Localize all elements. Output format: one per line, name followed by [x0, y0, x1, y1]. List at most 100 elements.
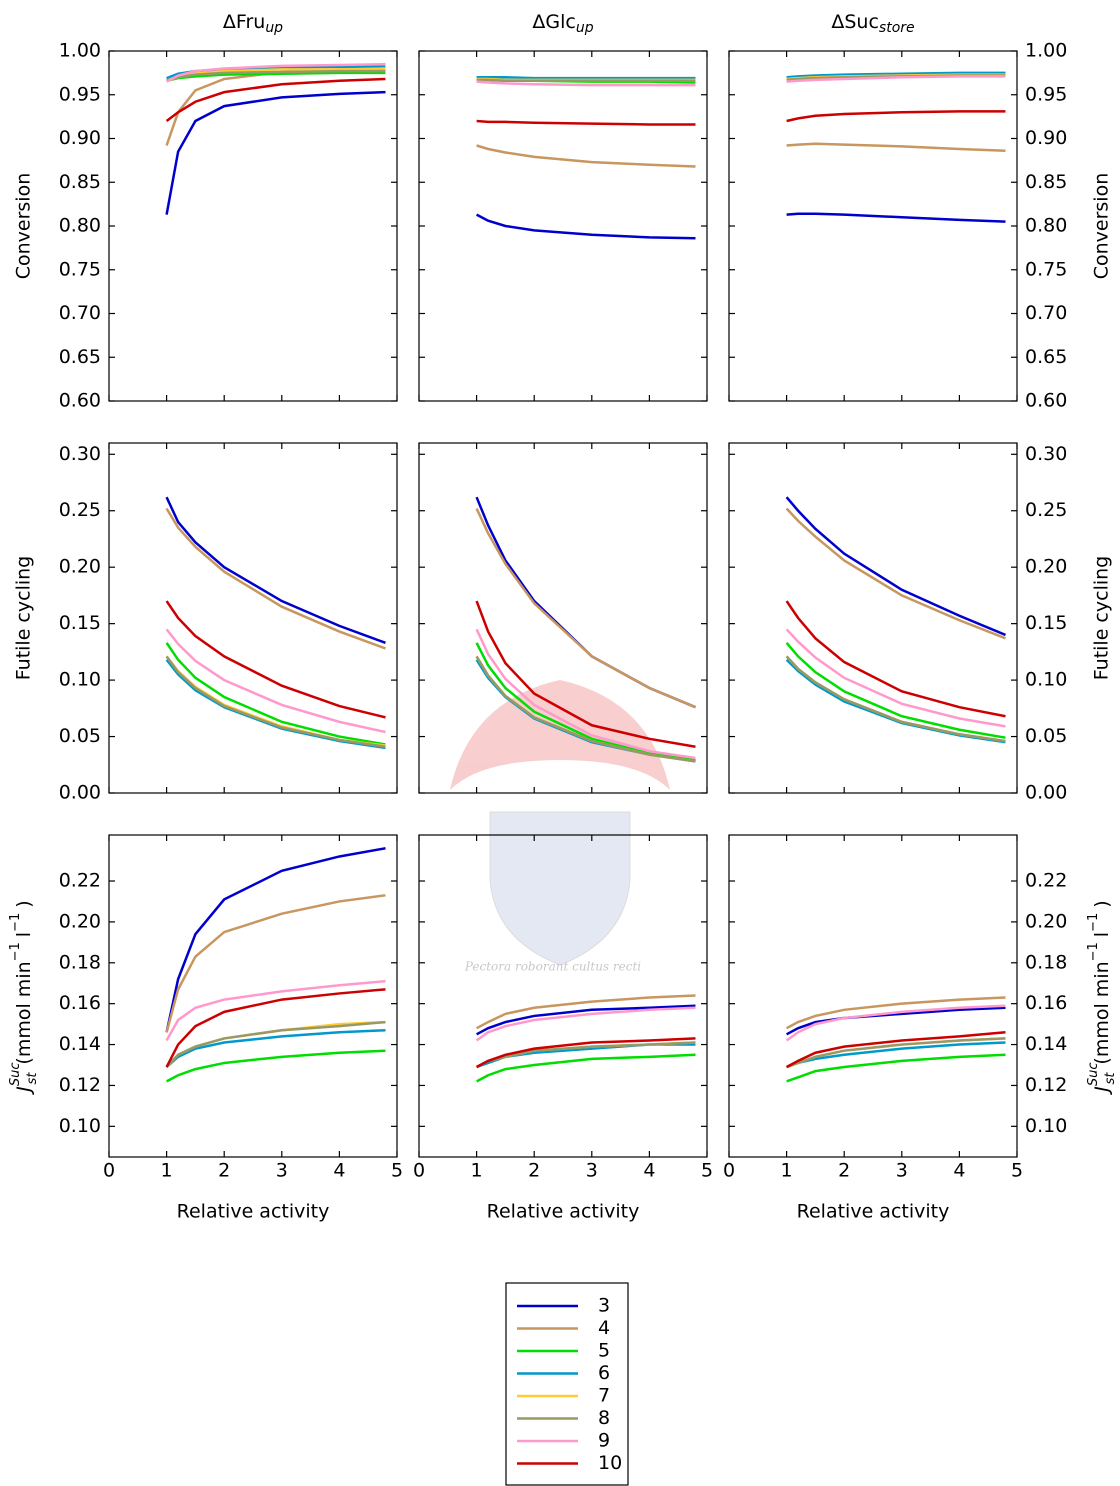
y-tick-label: 0.14 — [1025, 1033, 1067, 1055]
y-tick-label: 0.60 — [59, 390, 101, 412]
y-tick-label: 0.25 — [1025, 499, 1067, 521]
y-tick-label: 0.20 — [1025, 556, 1067, 578]
y-tick-label: 0.80 — [1025, 215, 1067, 237]
x-tick-label: 2 — [838, 1160, 850, 1182]
ylabel-unit-exp: −1 — [1086, 942, 1101, 961]
x-tick-label: 3 — [896, 1160, 908, 1182]
ylabel-unit: (mmol min — [13, 961, 35, 1064]
ylabel-unit2: l — [1091, 932, 1113, 937]
y-tick-label: 0.30 — [1025, 443, 1067, 465]
y-tick-label: 0.14 — [59, 1033, 101, 1055]
y-tick-label: 0.16 — [1025, 992, 1067, 1014]
data-line — [476, 213, 696, 240]
y-tick-label: 0.10 — [1025, 1115, 1067, 1137]
x-tick-label: 4 — [953, 1160, 965, 1182]
data-line — [165, 988, 386, 1068]
y-tick-label: 0.10 — [1025, 669, 1067, 691]
data-line — [476, 78, 696, 82]
plot-frame — [728, 50, 1018, 402]
data-line — [786, 142, 1006, 152]
x-tick-label: 0 — [723, 1160, 735, 1182]
x-axis-label: Relative activity — [487, 1201, 640, 1223]
data-line — [165, 496, 386, 645]
x-tick-label: 1 — [161, 1160, 173, 1182]
x-tick-label: 5 — [701, 1160, 713, 1182]
y-tick-label: 0.75 — [1025, 258, 1067, 280]
y-tick-label: 0.20 — [59, 556, 101, 578]
data-line — [165, 847, 386, 1033]
data-line — [165, 507, 386, 650]
ylabel-sup: Suc — [1086, 1062, 1101, 1086]
data-line — [476, 144, 696, 168]
y-tick-label: 0.30 — [59, 443, 101, 465]
y-tick-label: 0.75 — [59, 258, 101, 280]
x-tick-label: 1 — [471, 1160, 483, 1182]
plot-frame — [108, 442, 398, 794]
title-subscript: up — [265, 20, 283, 36]
data-line — [476, 994, 696, 1030]
y-tick-label: 0.15 — [1025, 612, 1067, 634]
crest-mantle — [450, 680, 670, 790]
data-line — [785, 642, 1006, 739]
y-axis-label: Conversion — [13, 173, 35, 280]
motto: Pectora roborant cultus recti — [464, 960, 641, 974]
y-tick-label: 0.00 — [59, 782, 101, 804]
y-axis-label: Conversion — [1091, 173, 1113, 280]
data-line — [165, 77, 386, 122]
y-tick-label: 0.90 — [59, 127, 101, 149]
legend-label: 7 — [598, 1385, 610, 1407]
data-line — [785, 655, 1006, 743]
x-tick-label: 2 — [218, 1160, 230, 1182]
legend-box — [505, 1282, 629, 1486]
y-tick-label: 0.60 — [1025, 390, 1067, 412]
data-line — [165, 655, 386, 748]
y-tick-label: 0.05 — [59, 725, 101, 747]
ylabel-close: ) — [13, 900, 35, 907]
y-tick-label: 0.18 — [59, 951, 101, 973]
data-line — [785, 628, 1006, 728]
data-line — [165, 655, 386, 747]
x-axis-label: Relative activity — [797, 1201, 950, 1223]
data-line — [785, 600, 1006, 718]
ylabel-unit-exp: −1 — [8, 942, 23, 961]
legend-label: 5 — [598, 1340, 610, 1362]
plot-frame — [728, 834, 1018, 1158]
data-line — [166, 69, 386, 82]
x-axis-label: Relative activity — [177, 1201, 330, 1223]
title-main: ΔFru — [223, 11, 265, 33]
plot-frame — [728, 442, 1018, 794]
legend-label: 3 — [598, 1295, 610, 1317]
column-title: ΔFruup — [223, 11, 283, 37]
y-tick-label: 0.65 — [1025, 346, 1067, 368]
data-line — [786, 1037, 1006, 1069]
crest-shield — [489, 811, 631, 966]
y-tick-label: 0.05 — [1025, 725, 1067, 747]
y-tick-label: 0.90 — [1025, 127, 1067, 149]
y-tick-label: 0.10 — [59, 669, 101, 691]
ylabel-sub: st — [25, 1072, 40, 1085]
plot-frame — [418, 50, 708, 402]
y-tick-label: 0.16 — [59, 992, 101, 1014]
data-line — [786, 110, 1006, 123]
y-tick-label: 0.12 — [59, 1074, 101, 1096]
data-line — [785, 507, 1006, 640]
plot-frame — [108, 834, 398, 1158]
data-line — [475, 507, 696, 709]
y-axis-label: JSuc st(mmol min−1l−1) — [1086, 900, 1118, 1095]
column-title: ΔSucstore — [831, 11, 914, 37]
x-tick-label: 4 — [333, 1160, 345, 1182]
title-main: ΔGlc — [532, 11, 575, 33]
data-line — [476, 1004, 696, 1036]
ylabel-sup: Suc — [8, 1062, 23, 1086]
x-tick-label: 5 — [1011, 1160, 1023, 1182]
x-tick-label: 2 — [528, 1160, 540, 1182]
data-line — [476, 119, 696, 126]
y-tick-label: 0.15 — [59, 612, 101, 634]
data-line — [786, 212, 1006, 223]
y-tick-label: 0.95 — [1025, 83, 1067, 105]
legend-label: 8 — [598, 1407, 610, 1429]
data-line — [166, 62, 386, 83]
ylabel-unit: (mmol min — [1091, 961, 1113, 1064]
data-line — [165, 600, 386, 719]
